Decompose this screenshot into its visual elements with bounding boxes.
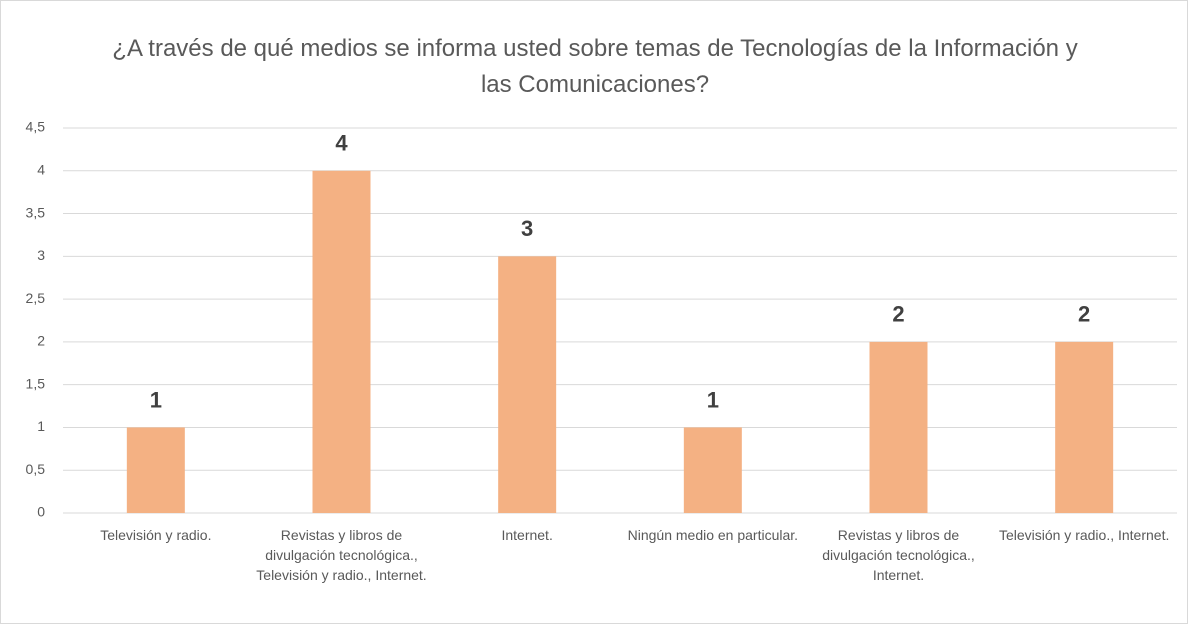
y-tick-label: 3 bbox=[37, 247, 45, 263]
data-label: 4 bbox=[335, 131, 348, 156]
y-tick-label: 2,5 bbox=[26, 290, 46, 306]
bar bbox=[869, 341, 928, 513]
chart-title: ¿A través de qué medios se informa usted… bbox=[112, 35, 1078, 98]
x-tick-label: Revistas y libros de divulgación tecnoló… bbox=[256, 527, 427, 583]
y-tick-label: 4 bbox=[37, 161, 45, 177]
bar bbox=[126, 427, 185, 513]
data-label: 1 bbox=[707, 387, 719, 412]
x-tick-label: Ningún medio en particular. bbox=[627, 527, 799, 543]
y-tick-label: 2 bbox=[37, 333, 45, 349]
data-label: 2 bbox=[1078, 302, 1090, 327]
x-tick-label: Televisión y radio. bbox=[100, 527, 212, 543]
data-label: 2 bbox=[892, 302, 904, 327]
y-tick-label: 3,5 bbox=[26, 204, 46, 220]
y-tick-label: 4,5 bbox=[26, 119, 46, 135]
data-label: 3 bbox=[521, 216, 533, 241]
y-tick-label: 1,5 bbox=[26, 375, 46, 391]
y-tick-label: 0,5 bbox=[26, 461, 46, 477]
x-tick-label: Revistas y libros de divulgación tecnoló… bbox=[822, 527, 975, 583]
y-tick-label: 1 bbox=[37, 418, 45, 434]
bar bbox=[312, 170, 371, 513]
bar bbox=[1055, 341, 1114, 513]
x-tick-label: Televisión y radio., Internet. bbox=[998, 527, 1170, 543]
y-tick-label: 0 bbox=[37, 504, 45, 520]
data-label: 1 bbox=[150, 387, 162, 412]
bar bbox=[498, 256, 557, 513]
x-tick-label: Internet. bbox=[501, 527, 553, 543]
bar bbox=[683, 427, 742, 513]
